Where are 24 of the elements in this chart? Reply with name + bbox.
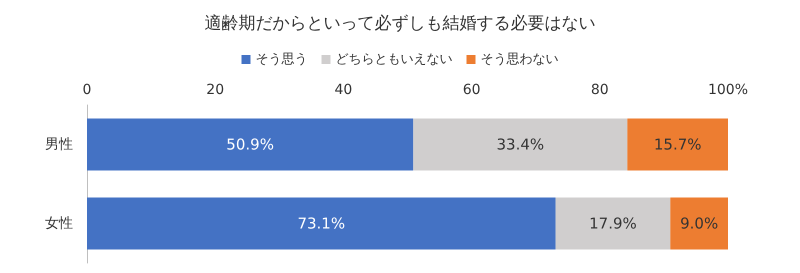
x-tick-label: 100% [708,82,748,98]
legend-label: そう思う [256,52,308,67]
data-label: 9.0% [680,214,718,232]
legend-label: どちらともいえない [336,52,452,67]
bar [670,198,728,250]
x-tick-label: 40 [334,82,352,98]
data-label: 73.1% [297,214,346,232]
bar [556,198,670,250]
data-label: 33.4% [496,136,544,154]
bar [87,118,414,170]
data-label: 15.7% [654,136,702,154]
x-tick-label: 20 [206,82,224,98]
y-tick-label: 男性 [45,136,73,152]
chart-title: 適齢期だからといって必ずしも結婚する必要はない [204,14,596,34]
bar [413,118,628,170]
x-tick-label: 80 [590,82,609,98]
x-tick-label: 0 [82,82,92,98]
bar [87,198,556,250]
data-label: 17.9% [589,214,637,232]
bar [627,118,728,170]
x-tick-label: 60 [462,82,481,98]
y-tick-label: 女性 [45,216,73,232]
data-label: 50.9% [226,136,274,154]
legend-label: そう思わない [480,52,558,67]
